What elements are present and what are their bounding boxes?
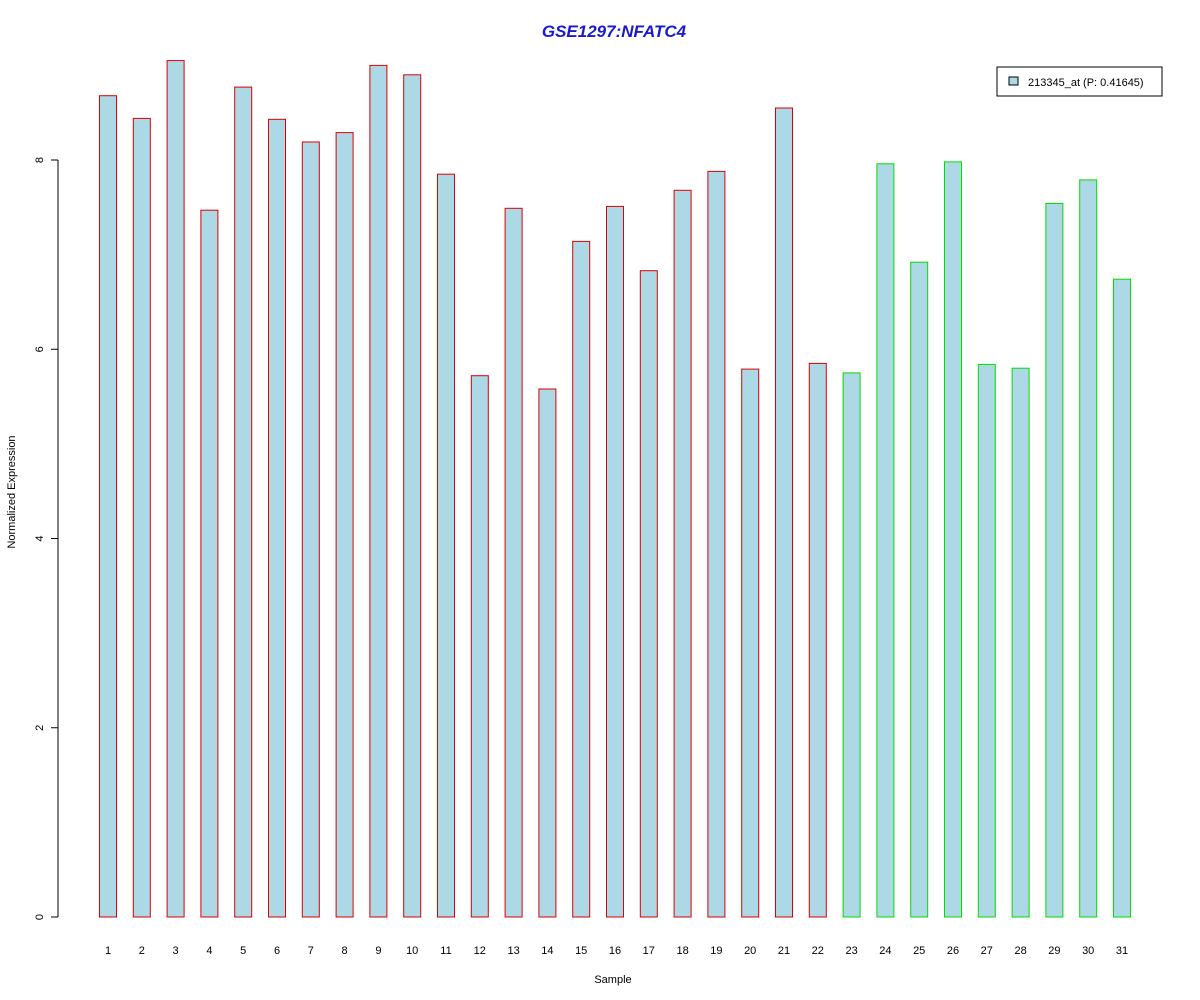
x-tick-label: 4 — [206, 945, 212, 957]
bar-sample-15 — [572, 240, 591, 918]
bar-sample-8 — [335, 132, 354, 918]
x-tick-label: 15 — [575, 945, 587, 957]
y-axis: 0 2 4 6 8 — [34, 157, 59, 920]
x-tick-label: 18 — [676, 945, 688, 957]
x-tick-label: 10 — [406, 945, 418, 957]
x-tick-label: 6 — [274, 945, 280, 957]
x-tick-label: 13 — [507, 945, 519, 957]
x-tick-label: 19 — [710, 945, 722, 957]
legend-label: 213345_at (P: 0.41645) — [1028, 77, 1144, 89]
x-tick-label: 29 — [1048, 945, 1060, 957]
x-tick-label: 20 — [744, 945, 756, 957]
bar-sample-3 — [166, 60, 185, 918]
legend: 213345_at (P: 0.41645) — [996, 66, 1163, 97]
y-axis-label: Normalized Expression — [6, 435, 18, 548]
x-tick-label: 14 — [541, 945, 553, 957]
bar-sample-27 — [977, 363, 996, 918]
bar-sample-12 — [470, 375, 489, 918]
bar-sample-25 — [910, 261, 929, 918]
y-tick-label: 2 — [34, 725, 46, 731]
x-tick-label: 3 — [173, 945, 179, 957]
bar-sample-29 — [1045, 203, 1064, 918]
x-tick-label: 16 — [609, 945, 621, 957]
x-tick-label: 27 — [981, 945, 993, 957]
x-tick-label: 1 — [105, 945, 111, 957]
bar-sample-1 — [99, 95, 117, 918]
bar-sample-7 — [301, 141, 320, 918]
bar-sample-5 — [234, 86, 253, 918]
x-tick-label: 5 — [240, 945, 246, 957]
bar-sample-20 — [741, 368, 760, 918]
bar-sample-19 — [707, 170, 726, 918]
bar-sample-24 — [876, 163, 895, 918]
bar-sample-31 — [1113, 278, 1131, 918]
x-tick-label: 23 — [845, 945, 857, 957]
x-tick-label: 30 — [1082, 945, 1094, 957]
x-tick-label: 17 — [643, 945, 655, 957]
bars-group — [99, 60, 1131, 918]
y-tick-label: 6 — [34, 346, 46, 352]
legend-box — [996, 66, 1163, 97]
bar-sample-14 — [538, 388, 557, 918]
bar-sample-2 — [132, 117, 151, 918]
x-tick-label: 21 — [778, 945, 790, 957]
bar-sample-23 — [842, 372, 861, 918]
bar-sample-6 — [268, 118, 286, 918]
bar-sample-30 — [1079, 179, 1098, 918]
x-tick-label: 24 — [879, 945, 891, 957]
x-tick-label: 31 — [1116, 945, 1128, 957]
bar-sample-10 — [403, 74, 422, 918]
bar-sample-9 — [369, 64, 388, 918]
bar-sample-16 — [606, 205, 624, 918]
bar-sample-13 — [504, 207, 523, 918]
bar-sample-22 — [808, 362, 827, 918]
x-tick-label: 28 — [1014, 945, 1026, 957]
x-tick-label: 2 — [139, 945, 145, 957]
x-axis: 1 2 3 4 5 6 7 8 9 10 11 12 13 14 15 16 17 18 19 20 21 22 23 24 2… — [105, 945, 1128, 957]
x-tick-label: 7 — [308, 945, 314, 957]
chart-title: GSE1297:NFATC4 — [542, 22, 687, 41]
bar-sample-11 — [437, 173, 455, 918]
bar-sample-17 — [639, 270, 658, 918]
bar-sample-28 — [1011, 367, 1030, 918]
bar-sample-26 — [944, 161, 962, 918]
x-tick-label: 8 — [342, 945, 348, 957]
x-tick-label: 12 — [474, 945, 486, 957]
y-tick-label: 4 — [34, 535, 46, 541]
x-tick-label: 22 — [812, 945, 824, 957]
x-tick-label: 9 — [375, 945, 381, 957]
y-tick-label: 0 — [34, 914, 46, 920]
x-tick-label: 11 — [440, 945, 451, 957]
y-tick-label: 8 — [34, 157, 46, 163]
bar-sample-18 — [673, 189, 692, 918]
legend-swatch — [1008, 76, 1019, 86]
x-tick-label: 26 — [947, 945, 959, 957]
bar-sample-21 — [775, 107, 793, 918]
x-tick-label: 25 — [913, 945, 925, 957]
bar-sample-4 — [200, 209, 219, 918]
x-axis-label: Sample — [594, 974, 631, 986]
